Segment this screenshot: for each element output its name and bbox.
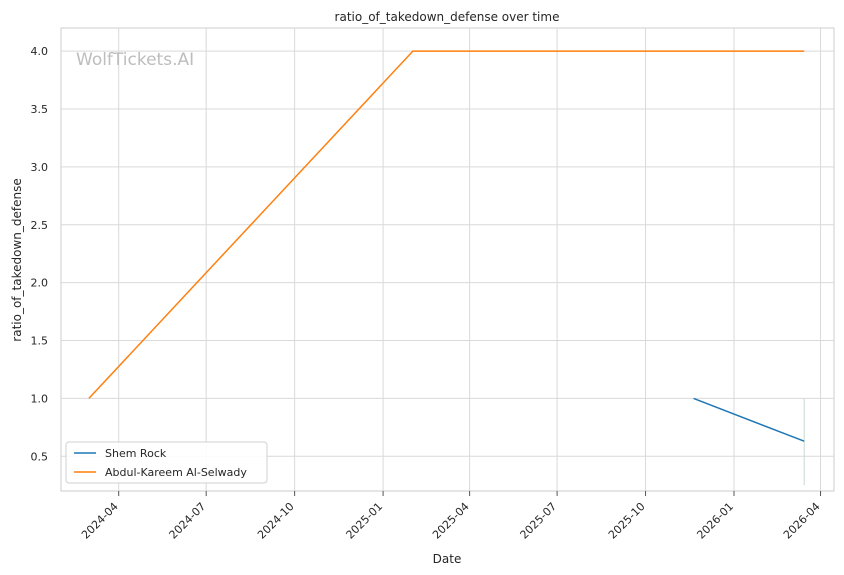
y-tick-label: 1.0 (31, 392, 49, 405)
series-layer (88, 50, 805, 486)
y-tick-label: 1.5 (31, 335, 49, 348)
legend-label: Shem Rock (105, 447, 167, 460)
watermark: WolfTickets.AI (76, 50, 194, 70)
legend: Shem Rock Abdul-Kareem Al-Selwady (65, 441, 268, 484)
y-tick-label: 2.0 (31, 277, 49, 290)
plot-background (60, 27, 835, 492)
x-axis-label: Date (433, 552, 462, 566)
series-line-1 (88, 50, 805, 399)
y-tick-label: 4.0 (31, 45, 49, 58)
grid (61, 28, 834, 491)
y-axis: 0.5 1.0 1.5 2.0 2.5 3.0 3.5 4.0 (31, 45, 49, 463)
legend-box (65, 441, 268, 484)
y-tick-label: 0.5 (31, 450, 49, 463)
y-axis-label: ratio_of_takedown_defense (10, 178, 24, 341)
legend-label: Abdul-Kareem Al-Selwady (105, 466, 247, 479)
y-tick-label: 2.5 (31, 219, 49, 232)
y-tick-label: 3.5 (31, 103, 49, 116)
plot-area: WolfTickets.AI (60, 27, 835, 492)
y-tick-label: 3.0 (31, 161, 49, 174)
series-line-0 (693, 397, 805, 442)
chart-title: ratio_of_takedown_defense over time (335, 10, 560, 24)
